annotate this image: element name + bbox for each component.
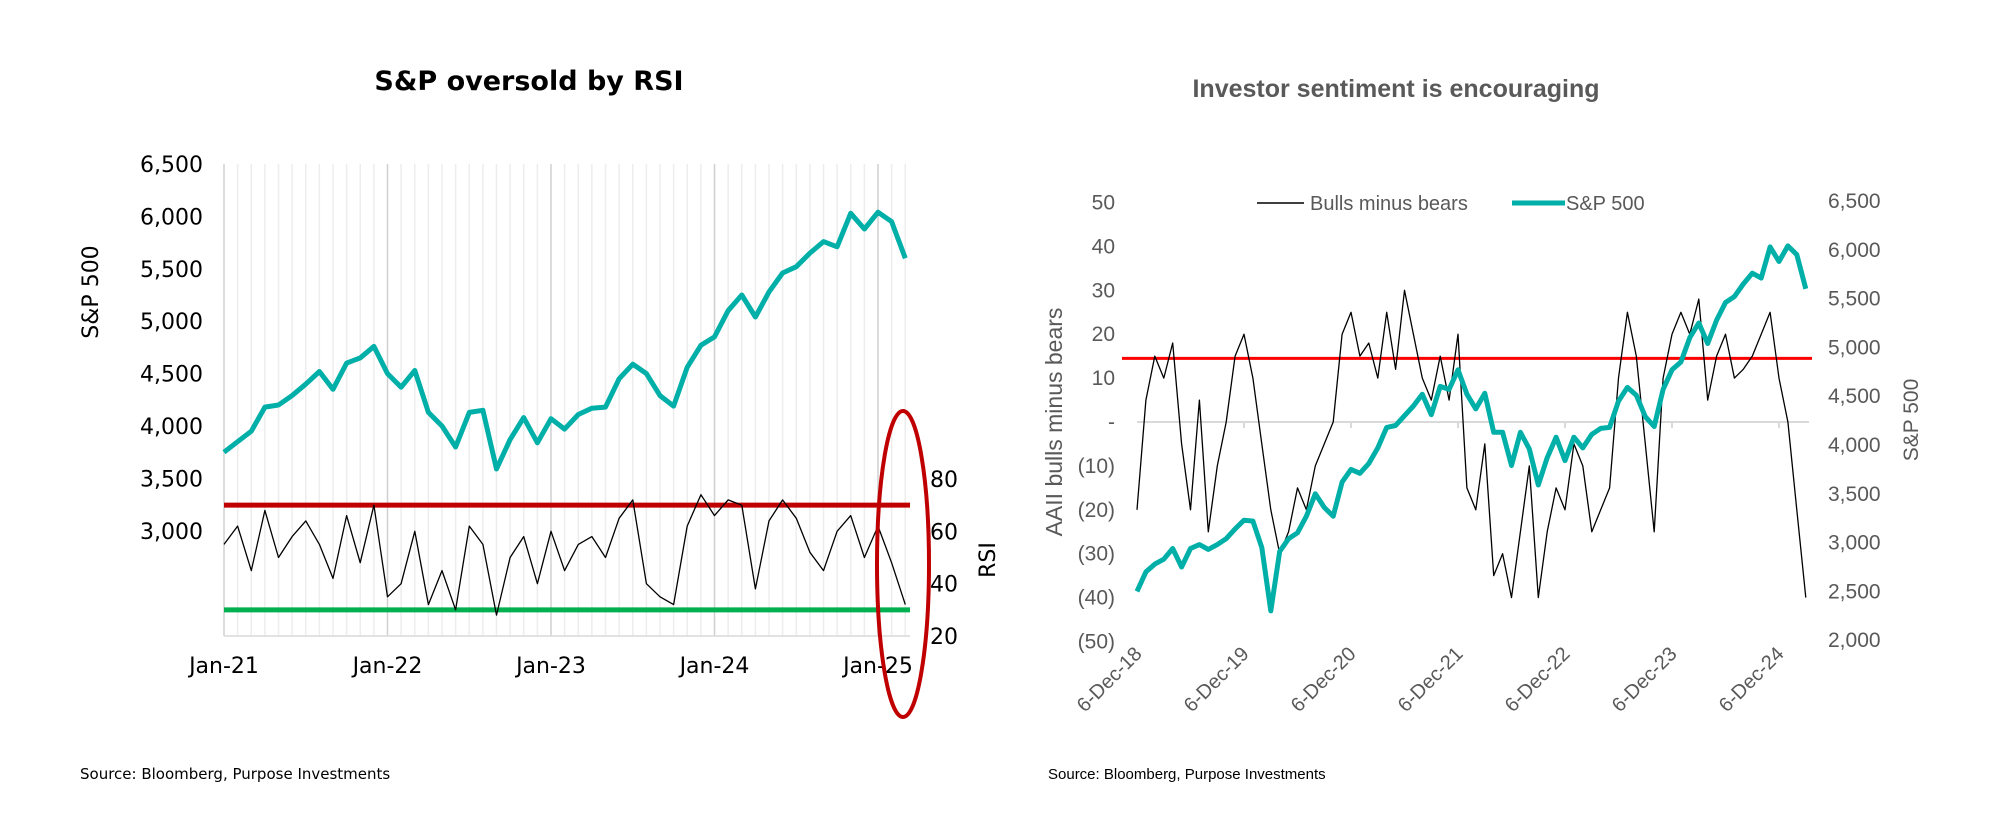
y-tick-label: 30 bbox=[1092, 279, 1115, 302]
y2-tick-label: 80 bbox=[930, 468, 958, 493]
y2-tick-label: 4,000 bbox=[1828, 434, 1881, 457]
y-tick-label: 3,500 bbox=[140, 467, 203, 492]
y2-axis-label: S&P 500 bbox=[1900, 379, 1923, 462]
x-tick-label: 6-Dec-24 bbox=[1715, 643, 1789, 717]
y-tick-label: 4,500 bbox=[140, 363, 203, 388]
chart-sp-oversold-rsi: S&P oversold by RSI S&P 500 RSI 6,500 6,0… bbox=[79, 66, 1001, 783]
legend: Bulls minus bears S&P 500 bbox=[1257, 193, 1645, 215]
y-axis-label: S&P 500 bbox=[79, 245, 104, 338]
x-tick-label: Jan-24 bbox=[678, 654, 750, 679]
y-tick-label: 50 bbox=[1092, 192, 1115, 215]
y2-tick-label: 60 bbox=[930, 520, 958, 545]
x-tick-label: 6-Dec-23 bbox=[1608, 643, 1682, 717]
y-tick-label: 5,500 bbox=[140, 258, 203, 283]
y2-tick-label: 2,500 bbox=[1828, 580, 1881, 603]
series-line-s-p-500 bbox=[1134, 243, 1809, 614]
y-tick-label: 6,000 bbox=[140, 205, 203, 230]
y-tick-label: - bbox=[1108, 411, 1115, 434]
y-tick-label: (50) bbox=[1078, 631, 1115, 654]
x-tick-label: 6-Dec-21 bbox=[1394, 643, 1468, 717]
y2-tick-label: 6,500 bbox=[1828, 190, 1881, 213]
y2-tick-label: 6,000 bbox=[1828, 239, 1881, 262]
series-line-s-p-500 bbox=[222, 209, 908, 472]
y-axis-label: AAII bulls minus bears bbox=[1041, 308, 1067, 537]
y2-axis-label: RSI bbox=[976, 542, 1001, 578]
x-tick-label: Jan-23 bbox=[514, 654, 586, 679]
source-note: Source: Bloomberg, Purpose Investments bbox=[80, 765, 390, 783]
chart-title: Investor sentiment is encouraging bbox=[1192, 75, 1599, 103]
x-tick-label: 6-Dec-22 bbox=[1501, 643, 1575, 717]
x-tick-label: 6-Dec-18 bbox=[1073, 643, 1147, 717]
y-tick-label: (10) bbox=[1078, 455, 1115, 478]
x-tick-label: Jan-22 bbox=[351, 654, 423, 679]
y2-tick-label: 4,500 bbox=[1828, 385, 1881, 408]
legend-label-bulls-minus-bears: Bulls minus bears bbox=[1310, 193, 1468, 215]
y2-tick-label: 3,500 bbox=[1828, 483, 1881, 506]
y-tick-label: 40 bbox=[1092, 235, 1115, 258]
series-line-bulls-minus-bears bbox=[1136, 289, 1807, 599]
y2-tick-label: 5,000 bbox=[1828, 336, 1881, 359]
x-tick-label: 6-Dec-20 bbox=[1287, 643, 1361, 717]
x-tick-label: 6-Dec-19 bbox=[1180, 643, 1254, 717]
y2-tick-label: 20 bbox=[930, 625, 958, 650]
y2-tick-label: 3,000 bbox=[1828, 532, 1881, 555]
x-tick-label: Jan-25 bbox=[841, 654, 913, 679]
chart-title: S&P oversold by RSI bbox=[374, 66, 683, 97]
y2-tick-label: 2,000 bbox=[1828, 629, 1881, 652]
chart-investor-sentiment: Investor sentiment is encouraging AAII b… bbox=[1041, 75, 1923, 783]
y-tick-label: 6,500 bbox=[140, 153, 203, 178]
y-tick-label: 4,000 bbox=[140, 415, 203, 440]
series-line-rsi bbox=[223, 494, 906, 616]
y-tick-label: (20) bbox=[1078, 499, 1115, 522]
y-tick-label: 5,000 bbox=[140, 310, 203, 335]
highlight-ellipse bbox=[875, 409, 931, 719]
legend-label-sp500: S&P 500 bbox=[1566, 193, 1645, 215]
source-note: Source: Bloomberg, Purpose Investments bbox=[1048, 766, 1326, 783]
y-tick-label: 20 bbox=[1092, 323, 1115, 346]
vertical-gridlines bbox=[223, 164, 910, 637]
y-tick-label: (30) bbox=[1078, 543, 1115, 566]
y-tick-label: 3,000 bbox=[140, 520, 203, 545]
x-tick-label: Jan-21 bbox=[187, 654, 259, 679]
y2-tick-label: 40 bbox=[930, 573, 958, 598]
y-tick-label: (40) bbox=[1078, 587, 1115, 610]
y-tick-label: 10 bbox=[1092, 367, 1115, 390]
y2-tick-label: 5,500 bbox=[1828, 288, 1881, 311]
